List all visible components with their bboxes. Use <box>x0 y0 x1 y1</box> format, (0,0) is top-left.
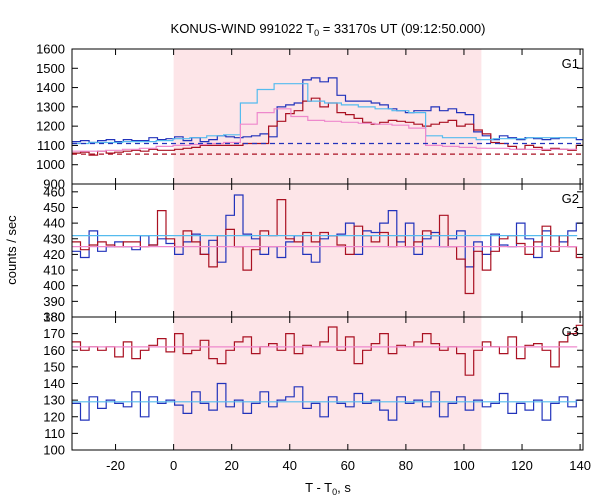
y-tick-label: 450 <box>43 200 65 215</box>
series-pink-4 <box>72 108 578 152</box>
y-tick-label: 380 <box>43 310 65 325</box>
panel-2-series <box>72 194 583 295</box>
x-tick-label: 120 <box>511 458 533 473</box>
y-tick-label: 1100 <box>37 138 65 153</box>
y-tick-label: 130 <box>43 393 65 408</box>
y-tick-label: 1500 <box>36 61 65 76</box>
y-tick-label: 440 <box>43 216 65 231</box>
y-tick-label: 420 <box>43 247 65 262</box>
y-tick-label: 1300 <box>36 99 65 114</box>
y-tick-label: 1600 <box>36 42 65 57</box>
series-blue-1 <box>72 77 583 144</box>
panel-3-series <box>72 324 583 421</box>
x-tick-label: 0 <box>170 458 177 473</box>
y-tick-label: 400 <box>43 278 65 293</box>
series-blue-2 <box>72 382 583 421</box>
chart-title: KONUS-WIND 991022 T0 = 33170s UT (09:12:… <box>171 21 486 38</box>
y-tick-label: 120 <box>43 409 65 424</box>
y-tick-label: 110 <box>44 426 65 441</box>
highlight-interval <box>173 49 482 450</box>
x-axis-label: T - T0, s <box>305 480 351 497</box>
series-red-1 <box>72 324 583 376</box>
series-cyan-3 <box>72 83 578 145</box>
y-tick-label: 410 <box>43 263 65 278</box>
y-tick-label: 1000 <box>36 157 65 172</box>
y-tick-label: 160 <box>43 343 65 358</box>
series-red-2 <box>72 97 583 156</box>
panels-group: 9001000110012001300140015001600G13803904… <box>36 42 591 474</box>
y-tick-label: 900 <box>43 177 65 192</box>
x-tick-label: 60 <box>341 458 355 473</box>
panel-1-series <box>72 77 583 156</box>
x-tick-label: -20 <box>106 458 125 473</box>
x-tick-label: 20 <box>224 458 238 473</box>
panel-label: G1 <box>562 56 579 71</box>
x-tick-label: 40 <box>283 458 297 473</box>
y-tick-label: 430 <box>43 231 65 246</box>
panel-label: G2 <box>562 191 579 206</box>
x-tick-label: 140 <box>569 458 591 473</box>
y-tick-label: 390 <box>43 294 65 309</box>
y-tick-label: 100 <box>43 443 65 458</box>
y-tick-label: 180 <box>43 310 65 325</box>
y-tick-label: 140 <box>43 376 65 391</box>
y-axis-label: counts / sec <box>4 215 19 285</box>
y-tick-label: 1400 <box>36 80 65 95</box>
y-tick-label: 150 <box>43 359 65 374</box>
x-tick-label: 100 <box>453 458 475 473</box>
y-tick-label: 1200 <box>36 119 65 134</box>
panel-label: G3 <box>562 324 579 339</box>
y-tick-label: 460 <box>43 184 65 199</box>
x-tick-label: 80 <box>399 458 413 473</box>
y-tick-label: 170 <box>43 326 65 341</box>
